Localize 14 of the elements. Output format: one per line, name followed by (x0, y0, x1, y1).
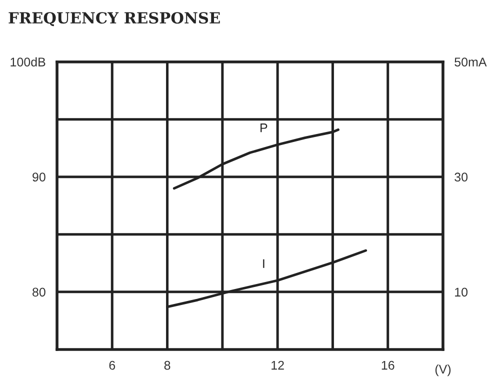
y-tick-label: 90 (32, 172, 46, 182)
x-tick-label: 12 (272, 360, 284, 370)
x-tick-label: 8 (164, 360, 170, 370)
y2-tick-label: 30 (454, 172, 468, 182)
x-tick-label: 16 (382, 360, 394, 370)
y-tick-label: 80 (32, 288, 46, 297)
chart-title: FREQUENCY RESPONSE (8, 12, 220, 26)
y2-tick-label: 50mA (454, 58, 487, 66)
x-axis-title: (V) (435, 364, 451, 376)
y2-tick-label: 10 (455, 288, 468, 297)
y-tick-label: 100dB (10, 57, 46, 66)
series-label: P (260, 124, 268, 132)
x-tick-label: 6 (109, 360, 116, 370)
series-label: I (263, 259, 264, 268)
